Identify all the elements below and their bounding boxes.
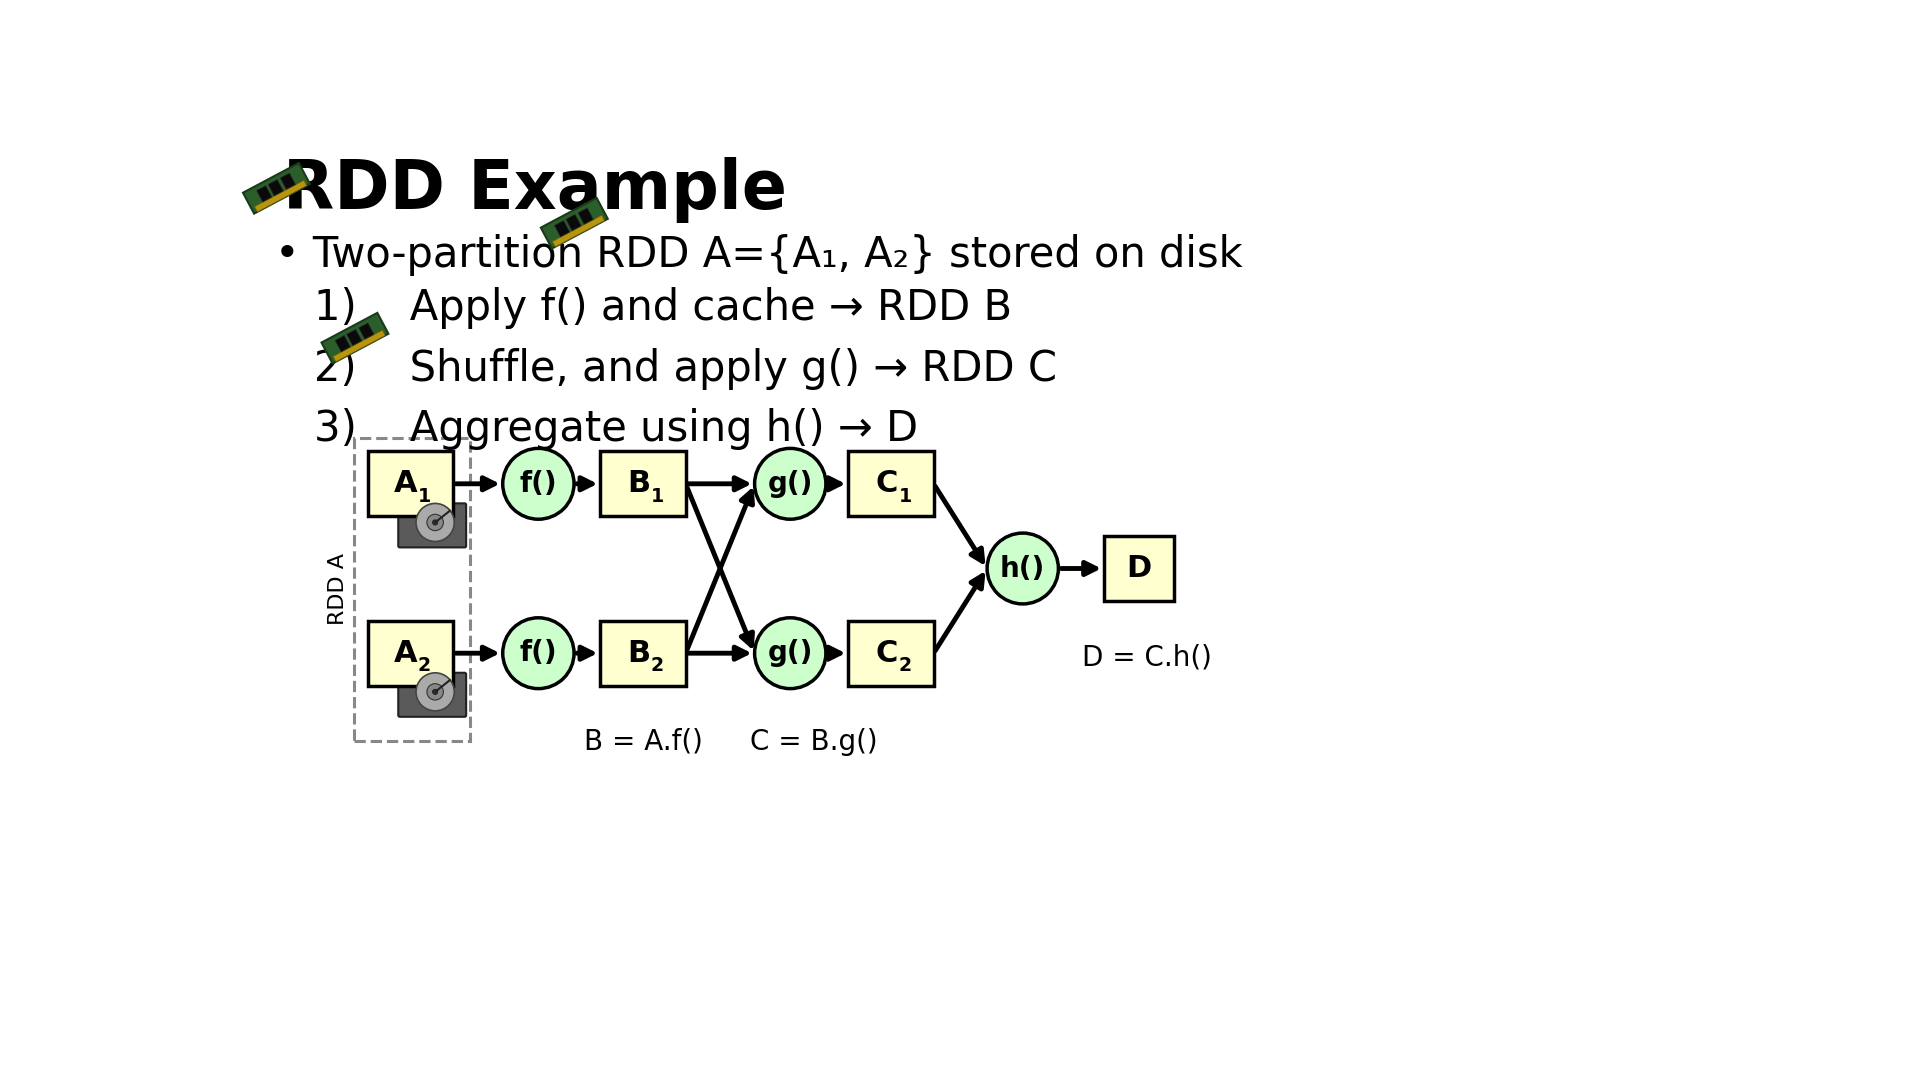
FancyBboxPatch shape <box>735 30 751 48</box>
FancyBboxPatch shape <box>336 336 349 352</box>
Text: 1: 1 <box>899 487 912 505</box>
Text: h(): h() <box>1000 554 1044 582</box>
FancyBboxPatch shape <box>553 215 605 246</box>
FancyBboxPatch shape <box>555 220 570 237</box>
Text: 2: 2 <box>651 656 664 675</box>
FancyBboxPatch shape <box>359 323 374 339</box>
Text: 1)    Apply f() and cache → RDD B: 1) Apply f() and cache → RDD B <box>313 287 1012 329</box>
Text: 3)    Aggregate using h() → D: 3) Aggregate using h() → D <box>313 407 918 449</box>
FancyBboxPatch shape <box>733 26 785 57</box>
FancyBboxPatch shape <box>369 451 453 516</box>
FancyBboxPatch shape <box>332 330 386 362</box>
Circle shape <box>432 519 438 525</box>
Text: 1: 1 <box>419 487 430 505</box>
FancyBboxPatch shape <box>244 163 309 214</box>
Text: f(): f() <box>520 639 557 667</box>
FancyBboxPatch shape <box>541 198 609 248</box>
FancyBboxPatch shape <box>488 65 503 81</box>
FancyBboxPatch shape <box>397 673 467 717</box>
Circle shape <box>503 618 574 689</box>
Text: C = B.g(): C = B.g() <box>749 728 877 756</box>
Text: D = C.h(): D = C.h() <box>1081 644 1212 671</box>
FancyBboxPatch shape <box>566 215 582 231</box>
FancyBboxPatch shape <box>476 70 492 87</box>
Text: A: A <box>394 638 419 667</box>
Text: f(): f() <box>520 470 557 498</box>
FancyBboxPatch shape <box>463 49 530 98</box>
FancyBboxPatch shape <box>720 8 787 58</box>
FancyBboxPatch shape <box>601 451 685 516</box>
Text: B = A.f(): B = A.f() <box>584 728 703 756</box>
Text: D: D <box>1127 554 1152 583</box>
Text: C: C <box>876 470 897 498</box>
FancyBboxPatch shape <box>280 173 296 189</box>
FancyBboxPatch shape <box>1104 536 1173 600</box>
Text: 2)    Shuffle, and apply g() → RDD C: 2) Shuffle, and apply g() → RDD C <box>313 348 1056 390</box>
Circle shape <box>755 448 826 519</box>
FancyBboxPatch shape <box>474 66 526 97</box>
Text: 2: 2 <box>419 656 430 675</box>
Circle shape <box>503 448 574 519</box>
Text: 2: 2 <box>899 656 912 675</box>
FancyBboxPatch shape <box>578 208 593 225</box>
FancyBboxPatch shape <box>255 180 307 212</box>
FancyBboxPatch shape <box>321 313 388 364</box>
FancyBboxPatch shape <box>397 503 467 548</box>
Text: RDD A: RDD A <box>328 553 348 625</box>
Text: • Two-partition RDD A={A₁, A₂} stored on disk: • Two-partition RDD A={A₁, A₂} stored on… <box>275 233 1242 275</box>
FancyBboxPatch shape <box>758 18 774 35</box>
Text: 1: 1 <box>651 487 664 505</box>
FancyBboxPatch shape <box>257 186 273 202</box>
Circle shape <box>426 514 444 530</box>
Text: C: C <box>876 638 897 667</box>
Text: g(): g() <box>768 639 812 667</box>
FancyBboxPatch shape <box>601 621 685 686</box>
FancyBboxPatch shape <box>499 58 515 75</box>
Circle shape <box>426 684 444 700</box>
Text: A: A <box>394 470 419 498</box>
FancyBboxPatch shape <box>348 329 361 346</box>
Circle shape <box>417 673 455 711</box>
Text: B: B <box>626 470 649 498</box>
Text: B: B <box>626 638 649 667</box>
FancyBboxPatch shape <box>747 25 760 41</box>
Text: RDD Example: RDD Example <box>282 157 787 222</box>
FancyBboxPatch shape <box>369 621 453 686</box>
Circle shape <box>417 503 455 541</box>
FancyBboxPatch shape <box>849 621 933 686</box>
FancyBboxPatch shape <box>849 451 933 516</box>
Circle shape <box>432 689 438 694</box>
Text: g(): g() <box>768 470 812 498</box>
Circle shape <box>755 618 826 689</box>
Circle shape <box>987 534 1058 604</box>
FancyBboxPatch shape <box>269 179 284 195</box>
